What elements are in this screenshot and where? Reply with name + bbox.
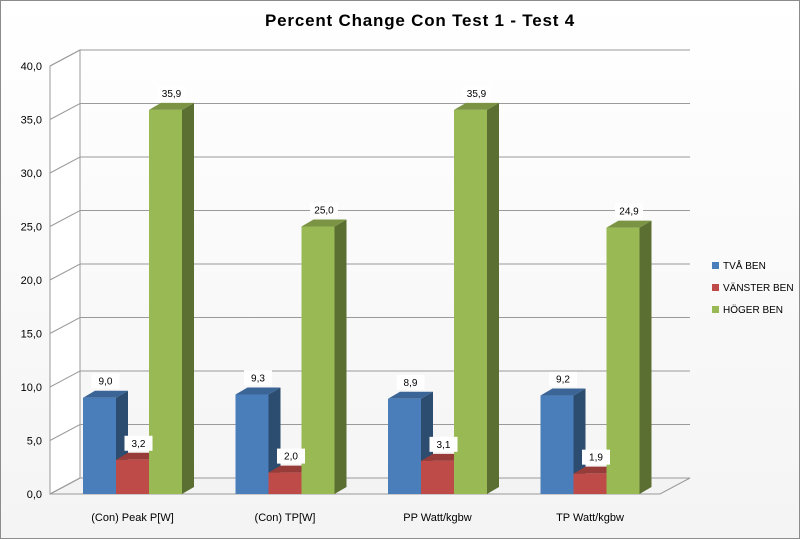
y-tick-label: 25,0 — [21, 222, 42, 234]
legend-swatch — [712, 284, 719, 291]
bar-h-ger-ben-1 — [149, 102, 194, 495]
bar-front — [573, 473, 607, 494]
x-category-label: TP Watt/kgbw — [556, 512, 624, 524]
y-tick-label: 30,0 — [21, 168, 42, 180]
bar-top — [388, 391, 433, 399]
gridline — [49, 210, 690, 227]
gridline — [49, 103, 690, 120]
bar-front — [149, 109, 182, 495]
data-label: 35,9 — [157, 85, 186, 101]
data-label: 24,9 — [615, 203, 643, 219]
data-label-text: 35,9 — [467, 89, 487, 100]
data-label-box — [582, 449, 610, 465]
bar-front — [83, 397, 116, 494]
data-label: 25,0 — [310, 202, 338, 218]
data-label-text: 2,0 — [284, 452, 298, 463]
data-label: 35,9 — [462, 85, 491, 101]
data-label-text: 1,9 — [589, 453, 603, 464]
bar-side — [334, 219, 347, 494]
data-label: 9,3 — [244, 370, 272, 386]
data-label-text: 9,2 — [556, 375, 570, 386]
bar-top — [606, 220, 652, 228]
bar-front — [454, 109, 487, 495]
legend-entry: VÄNSTER BEN — [723, 282, 794, 294]
data-label-box — [396, 374, 425, 390]
y-tick-label: 10,0 — [21, 382, 42, 394]
bar-front — [540, 395, 574, 494]
data-label-box — [462, 85, 491, 101]
bar-front — [388, 398, 421, 494]
gridline — [49, 49, 690, 67]
y-tick-label: 5,0 — [27, 436, 42, 448]
x-category-label: (Con) TP[W] — [255, 512, 316, 524]
data-label: 2,0 — [277, 448, 305, 464]
data-label-text: 8,9 — [404, 378, 418, 389]
bar-top — [540, 388, 586, 396]
bar-front — [301, 226, 335, 494]
bar-top — [235, 387, 281, 395]
bar-h-ger-ben-2 — [301, 219, 347, 494]
data-label: 1,9 — [582, 449, 610, 465]
data-label-text: 35,9 — [162, 89, 182, 100]
bar-side — [639, 220, 652, 494]
bar-top — [149, 102, 194, 110]
legend-entry: TVÅ BEN — [723, 259, 766, 272]
bar-side — [573, 388, 586, 494]
y-tick-label: 35,0 — [21, 115, 42, 127]
bar-front — [421, 460, 454, 494]
bar-top — [83, 390, 128, 398]
data-label-text: 9,0 — [99, 377, 113, 388]
bar-front — [116, 459, 149, 494]
data-label: 9,0 — [91, 373, 120, 389]
bar-side — [487, 102, 499, 495]
bar-h-ger-ben-3 — [454, 102, 499, 495]
data-label-box — [310, 202, 338, 218]
legend-swatch — [712, 306, 719, 313]
bar-tv-ben-2 — [235, 387, 281, 494]
bar-front — [268, 472, 302, 494]
data-label-box — [429, 436, 458, 452]
gridline — [49, 370, 690, 388]
y-tick-label: 40,0 — [21, 61, 42, 73]
data-label-text: 3,2 — [132, 439, 146, 450]
data-label-text: 24,9 — [619, 207, 639, 218]
data-label-box — [615, 203, 643, 219]
bar-top — [454, 102, 499, 110]
y-tick-label: 0,0 — [27, 489, 42, 501]
data-label: 9,2 — [549, 371, 577, 387]
gridline — [49, 263, 690, 281]
x-category-label: (Con) Peak P[W] — [91, 512, 174, 524]
data-label: 8,9 — [396, 374, 425, 390]
data-label-box — [549, 371, 577, 387]
bar-tv-ben-4 — [540, 388, 586, 494]
bar-h-ger-ben-4 — [606, 220, 652, 494]
data-label-text: 25,0 — [314, 206, 334, 217]
legend-swatch — [712, 262, 719, 269]
y-tick-label: 20,0 — [21, 275, 42, 287]
data-label: 3,1 — [429, 436, 458, 452]
bar-front — [606, 227, 640, 494]
gridline — [49, 156, 690, 174]
data-label-text: 9,3 — [251, 373, 265, 384]
data-label-text: 3,1 — [437, 440, 451, 451]
data-label-box — [124, 435, 153, 451]
bar-front — [235, 394, 269, 494]
legend-entry: HÖGER BEN — [723, 304, 783, 316]
data-label-box — [244, 370, 272, 386]
data-label: 3,2 — [124, 435, 153, 451]
bar-side — [182, 102, 194, 495]
data-label-box — [277, 448, 305, 464]
x-category-label: PP Watt/kgbw — [403, 512, 472, 524]
gridline — [49, 317, 690, 334]
data-label-box — [91, 373, 120, 389]
bar-top — [301, 219, 347, 227]
y-tick-label: 15,0 — [21, 329, 42, 341]
data-label-box — [157, 85, 186, 101]
chart-title: Percent Change Con Test 1 - Test 4 — [265, 11, 575, 30]
